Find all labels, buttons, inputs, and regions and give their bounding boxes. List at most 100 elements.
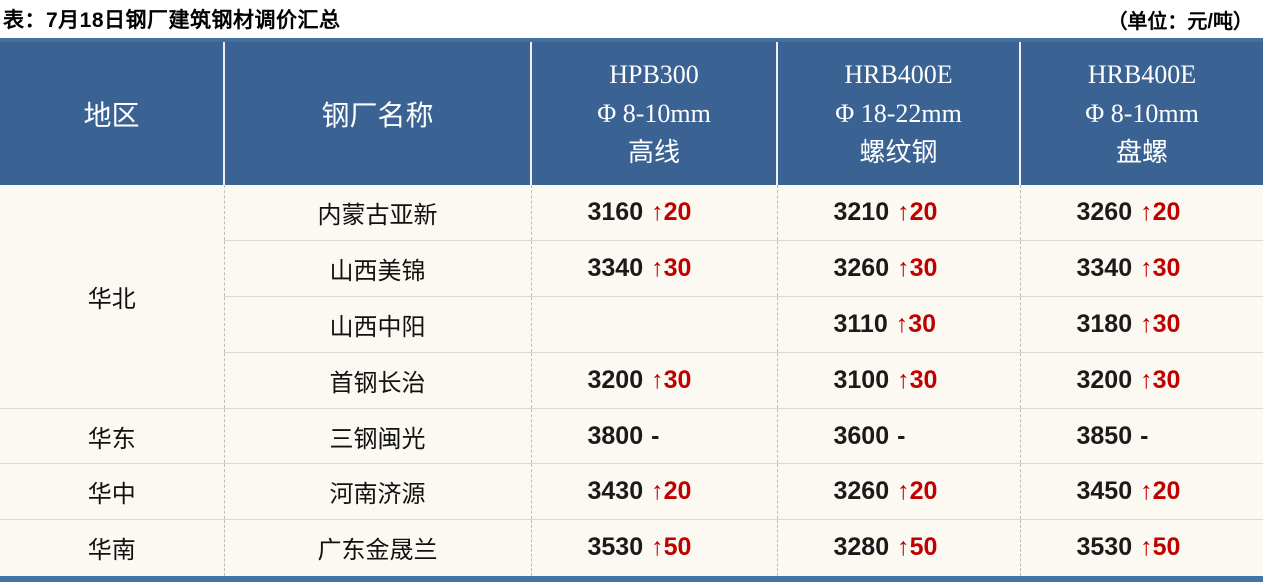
price-change-up: ↑30 (1140, 254, 1181, 283)
mill-cell: 首钢长治 (223, 352, 531, 409)
price-change-up: ↑30 (651, 365, 692, 394)
price-cell: 3260 ↑20 (1019, 185, 1263, 242)
price-change-up: ↑20 (897, 198, 938, 227)
product-spec: Φ 8-10mm (597, 99, 711, 128)
price-change-up: ↑20 (1140, 198, 1181, 227)
price-change-up: ↑30 (895, 309, 937, 338)
price-value: 3200 (587, 365, 644, 394)
product-type: 高线 (627, 138, 680, 167)
header-product-hrb400e-rebar: HRB400E Φ 18-22mm 螺纹钢 (776, 38, 1020, 185)
mill-cell: 三钢闽光 (223, 408, 531, 465)
product-type: 螺纹钢 (859, 138, 938, 167)
price-cell: 3110 ↑30 (776, 296, 1020, 353)
table-row: 华北 内蒙古亚新 3160 ↑20 3210 ↑20 3260 ↑20 (0, 185, 1263, 409)
price-value: 3260 (833, 477, 890, 506)
region-cell: 华北 (0, 185, 224, 409)
price-value: 3430 (587, 477, 644, 506)
table-row: 首钢长治 3200 ↑30 3100 ↑30 3200 ↑30 (0, 352, 1263, 409)
table-row: 华东 三钢闽光 3800-3600-3850- (0, 408, 1263, 465)
price-cell: 3210 ↑20 (776, 185, 1020, 242)
table-row: 山西美锦 3340 ↑30 3260 ↑30 3340 ↑30 (0, 240, 1263, 298)
price-change: - (1140, 421, 1149, 450)
price-value: 3340 (1076, 254, 1133, 283)
price-cell: 3430 ↑20 (530, 463, 777, 521)
price-change-up: ↑30 (651, 254, 692, 283)
price-cell: 3200 ↑30 (530, 352, 777, 409)
region-cell: 华东 (0, 408, 224, 465)
price-change-up: ↑50 (1140, 533, 1181, 562)
price-value: 3530 (587, 533, 644, 562)
price-cell (530, 296, 777, 353)
mill-cell: 广东金晟兰 (223, 519, 531, 576)
price-cell: 3200 ↑30 (1019, 352, 1263, 409)
price-cell: 3530 ↑50 (1019, 519, 1263, 576)
price-cell: 3340 ↑30 (1019, 240, 1263, 298)
price-value: 3260 (833, 254, 890, 283)
bottom-accent-bar (0, 575, 1263, 582)
price-cell: 3450 ↑20 (1019, 463, 1263, 521)
product-spec: Φ 18-22mm (835, 99, 962, 128)
price-value: 3100 (833, 365, 890, 394)
price-value: 3340 (587, 254, 644, 283)
header-row: 地区 钢厂名称 HPB300 Φ 8-10mm 高线 HRB400E Φ 18-… (0, 38, 1263, 185)
price-change-up: ↑50 (651, 533, 692, 562)
price-value: 3260 (1076, 198, 1133, 227)
price-value: 3200 (1076, 365, 1133, 394)
price-change-up: ↑30 (897, 254, 938, 283)
price-change-up: ↑20 (1140, 477, 1181, 506)
mill-cell: 内蒙古亚新 (223, 185, 531, 242)
price-cell: 3100 ↑30 (776, 352, 1020, 409)
table-row: 华南 广东金晟兰 3530 ↑50 3280 ↑50 3530 ↑50 (0, 519, 1263, 576)
table-body: 华北 内蒙古亚新 3160 ↑20 3210 ↑20 3260 ↑20 山西美锦 3340 ↑30 3… (0, 185, 1263, 576)
price-value: 3210 (833, 198, 890, 227)
price-cell: 3340 ↑30 (530, 240, 777, 298)
table-row: 华中 河南济源 3430 ↑20 3260 ↑20 3450 ↑20 (0, 463, 1263, 521)
mill-cell: 山西中阳 (223, 296, 531, 353)
region-cell: 华中 (0, 463, 224, 521)
product-grade: HPB300 (609, 60, 699, 89)
price-change-up: ↑50 (897, 533, 938, 562)
price-change-up: ↑30 (1140, 309, 1181, 338)
price-change-up: ↑20 (897, 477, 938, 506)
price-cell: 3280 ↑50 (776, 519, 1020, 576)
price-change-up: ↑30 (897, 365, 938, 394)
price-value: 3530 (1076, 533, 1133, 562)
price-cell: 3260 ↑30 (776, 240, 1020, 298)
price-change-up: ↑20 (651, 477, 692, 506)
price-value: 3600 (833, 421, 890, 450)
header-product-hrb400e-coil: HRB400E Φ 8-10mm 盘螺 (1019, 38, 1263, 185)
mill-cell: 山西美锦 (223, 240, 531, 298)
price-cell: 3180 ↑30 (1019, 296, 1263, 353)
mill-cell: 河南济源 (223, 463, 531, 521)
price-change: - (897, 421, 906, 450)
product-grade: HRB400E (1087, 60, 1197, 89)
product-type: 盘螺 (1115, 138, 1168, 167)
price-value: 3180 (1076, 309, 1133, 338)
unit-label: （单位：元/吨） (1107, 10, 1253, 33)
table-row: 山西中阳 3110 ↑30 3180 ↑30 (0, 296, 1263, 353)
price-value: 3160 (587, 198, 644, 227)
region-cell: 华南 (87, 537, 136, 565)
price-cell: 3800- (530, 408, 777, 465)
page-title: 表：7月18日钢厂建筑钢材调价汇总 (3, 9, 341, 32)
product-spec: Φ 8-10mm (1085, 99, 1199, 128)
header-mill: 钢厂名称 (223, 38, 531, 185)
price-change-up: ↑20 (651, 198, 692, 227)
product-grade: HRB400E (844, 60, 953, 89)
price-value: 3800 (587, 421, 644, 450)
price-value: 3850 (1076, 421, 1133, 450)
price-value: 3110 (833, 309, 888, 338)
price-cell: 3850- (1019, 408, 1263, 465)
price-change: - (651, 421, 660, 450)
price-cell: 3160 ↑20 (530, 185, 777, 242)
price-value: 3280 (833, 533, 890, 562)
header-product-hpb300: HPB300 Φ 8-10mm 高线 (530, 38, 777, 185)
price-change-up: ↑30 (1140, 365, 1181, 394)
price-cell: 3600- (776, 408, 1020, 465)
price-cell: 3260 ↑20 (776, 463, 1020, 521)
table-header: 地区 钢厂名称 HPB300 Φ 8-10mm 高线 HRB400E Φ 18-… (0, 38, 1263, 185)
price-table: 地区 钢厂名称 HPB300 Φ 8-10mm 高线 HRB400E Φ 18-… (0, 38, 1263, 576)
price-cell: 3530 ↑50 (530, 519, 777, 576)
title-bar: 表：7月18日钢厂建筑钢材调价汇总 （单位：元/吨） (0, 0, 1265, 38)
price-value: 3450 (1076, 477, 1133, 506)
